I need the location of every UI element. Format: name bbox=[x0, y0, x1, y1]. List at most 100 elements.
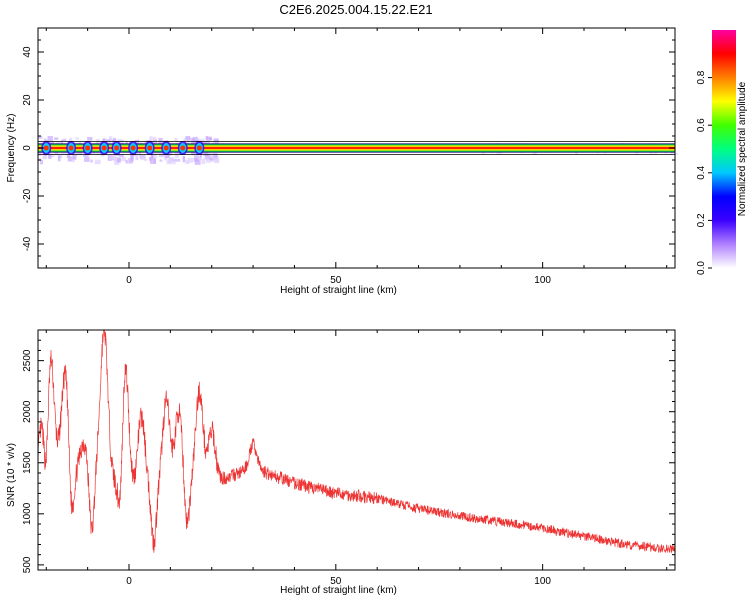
spectral-speckle bbox=[205, 157, 212, 163]
plot-frame bbox=[37, 329, 676, 571]
spectral-speckle bbox=[72, 153, 77, 160]
spectral-speckle bbox=[203, 151, 208, 156]
spectral-speckle bbox=[43, 156, 46, 160]
spectral-speckle bbox=[48, 154, 52, 159]
spectral-speckle bbox=[112, 139, 115, 146]
spectral-blob bbox=[196, 145, 202, 151]
spectral-blob bbox=[130, 145, 136, 151]
spectral-speckle bbox=[149, 136, 153, 142]
top-x-tick-label: 100 bbox=[534, 275, 551, 286]
bottom-x-axis-label: Height of straight line (km) bbox=[280, 585, 397, 596]
colorbar-tick-label: 0.4 bbox=[696, 165, 707, 179]
spectral-speckle bbox=[184, 138, 191, 143]
spectral-speckle bbox=[105, 139, 112, 143]
spectral-speckle bbox=[191, 151, 196, 156]
spectral-speckle bbox=[119, 153, 124, 157]
bottom-y-tick-label: 2000 bbox=[22, 400, 33, 423]
spectral-speckle bbox=[199, 153, 202, 158]
spectral-speckle bbox=[135, 154, 139, 160]
spectral-speckle bbox=[185, 136, 191, 140]
spectral-speckle bbox=[213, 153, 218, 159]
spectral-speckle bbox=[84, 157, 90, 162]
spectral-speckle bbox=[113, 159, 120, 165]
spectral-speckle bbox=[192, 136, 198, 143]
spectral-blob bbox=[85, 145, 91, 151]
spectral-speckle bbox=[121, 156, 126, 162]
spectral-speckle bbox=[80, 151, 85, 155]
spectral-speckle bbox=[197, 156, 202, 160]
spectral-speckle bbox=[209, 156, 216, 160]
spectral-speckle bbox=[496, 152, 500, 155]
top-y-tick-label: -20 bbox=[22, 188, 33, 203]
top-y-tick-label: -40 bbox=[22, 236, 33, 251]
spectral-speckle bbox=[125, 159, 128, 164]
spectral-blob bbox=[43, 145, 49, 151]
bottom-y-tick-label: 500 bbox=[22, 556, 33, 573]
spectral-speckle bbox=[77, 151, 83, 155]
bottom-y-tick-label: 1000 bbox=[22, 502, 33, 525]
spectral-speckle bbox=[128, 158, 133, 164]
spectral-speckle bbox=[112, 137, 117, 142]
spectral-blob bbox=[147, 145, 153, 151]
spectral-speckle bbox=[670, 152, 674, 155]
spectral-speckle bbox=[107, 141, 111, 145]
spectral-speckle bbox=[117, 157, 121, 163]
colorbar-tick-label: 0.8 bbox=[696, 70, 707, 84]
spectral-speckle bbox=[66, 153, 71, 158]
bottom-y-tick-label: 1500 bbox=[22, 451, 33, 474]
spectral-speckle bbox=[164, 156, 170, 159]
top-y-axis-label: Frequency (Hz) bbox=[6, 114, 17, 183]
colorbar-tick-label: 0.0 bbox=[696, 261, 707, 275]
top-y-tick-label: 40 bbox=[22, 46, 33, 58]
spectral-speckle bbox=[213, 138, 219, 142]
figure-title: C2E6.2025.004.15.22.E21 bbox=[279, 2, 432, 17]
spectral-speckle bbox=[187, 157, 194, 163]
colorbar-label: Normalized spectral amplitude bbox=[737, 81, 748, 216]
spectral-speckle bbox=[194, 156, 199, 159]
spectral-speckle bbox=[89, 159, 93, 163]
spectral-speckle bbox=[150, 158, 156, 164]
spectral-blob bbox=[68, 145, 74, 151]
spectral-speckle bbox=[54, 137, 59, 140]
band-peak bbox=[38, 147, 675, 149]
spectral-speckle bbox=[158, 137, 163, 144]
spectral-speckle bbox=[532, 152, 536, 155]
spectral-speckle bbox=[206, 136, 212, 141]
bottom-x-tick-label: 100 bbox=[534, 576, 551, 587]
spectral-blob bbox=[163, 145, 169, 151]
spectral-speckle bbox=[649, 152, 653, 155]
snr-panel: 0 50 100 2500 2000 1500 1000 500 Height of strai… bbox=[6, 329, 676, 596]
spectral-speckle bbox=[54, 151, 59, 156]
spectral-speckle bbox=[95, 150, 100, 155]
spectral-speckle bbox=[94, 159, 101, 165]
spectral-speckle bbox=[182, 157, 186, 163]
spectral-speckle bbox=[174, 138, 178, 142]
spectral-speckle bbox=[653, 151, 657, 154]
spectral-speckle bbox=[151, 153, 158, 158]
spectral-speckle bbox=[152, 136, 157, 140]
top-x-axis-label: Height of straight line (km) bbox=[280, 285, 397, 296]
colorbar-tick-label: 0.2 bbox=[696, 213, 707, 227]
spectral-speckle bbox=[177, 158, 181, 162]
spectral-speckle bbox=[481, 152, 485, 155]
spectral-speckle bbox=[109, 155, 115, 160]
colorbar: 0.0 0.2 0.4 0.6 0.8 Normalized spectral ampli… bbox=[696, 30, 748, 275]
spectrogram-panel: 0 50 100 40 20 0 -20 -40 Height of straight line… bbox=[6, 27, 678, 296]
spectral-speckle bbox=[534, 152, 538, 155]
spectral-speckle bbox=[96, 138, 100, 143]
bottom-y-axis-label: SNR (10 * v/v) bbox=[6, 443, 17, 507]
spectral-speckle bbox=[125, 141, 128, 144]
spectral-speckle bbox=[194, 159, 201, 165]
spectral-speckle bbox=[38, 136, 43, 139]
spectral-speckle bbox=[212, 157, 218, 162]
bottom-x-tick-label: 50 bbox=[330, 576, 342, 587]
spectral-speckle bbox=[117, 139, 123, 142]
spectral-blob bbox=[101, 145, 107, 151]
spectral-speckle bbox=[87, 136, 93, 141]
spectral-speckle bbox=[174, 153, 179, 159]
spectral-blob bbox=[180, 145, 186, 151]
spectral-speckle bbox=[43, 137, 46, 141]
spectral-speckle bbox=[69, 137, 73, 143]
spectral-speckle bbox=[40, 159, 43, 165]
spectral-speckle bbox=[159, 159, 163, 162]
